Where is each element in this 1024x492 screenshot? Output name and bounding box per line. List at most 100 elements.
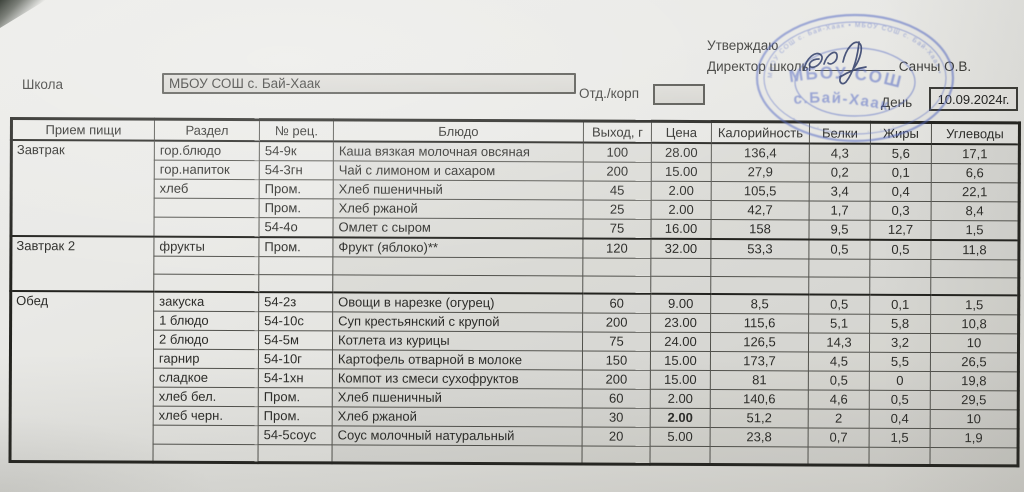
- table-cell: [331, 444, 583, 464]
- table-cell: [153, 425, 259, 445]
- table-cell: 0: [869, 371, 931, 391]
- table-cell: [807, 446, 870, 466]
- table-cell: Хлеб пшеничный: [332, 387, 583, 408]
- table-cell: гарнир: [153, 349, 259, 369]
- table-cell: [869, 276, 931, 296]
- table-cell: [152, 444, 259, 463]
- table-cell: 0,5: [808, 238, 870, 259]
- table-cell: [257, 444, 333, 463]
- table-cell: 5,6: [870, 143, 932, 164]
- table-cell: Каша вязкая молочная овсяная: [333, 140, 584, 162]
- table-cell: 1 блюдо: [153, 311, 259, 331]
- column-header: Цена: [651, 121, 712, 143]
- school-label: Школа: [22, 77, 64, 92]
- table-cell: 0,1: [869, 294, 931, 315]
- table-cell: 60: [582, 388, 651, 409]
- table-cell: [649, 446, 711, 465]
- table-cell: 9,5: [808, 219, 871, 240]
- table-cell: гор.блюдо: [154, 140, 260, 161]
- dept-box: [653, 84, 705, 105]
- table-cell: 150: [582, 351, 651, 371]
- table-cell: 60: [582, 293, 651, 314]
- table-cell: гор.напиток: [154, 159, 260, 180]
- table-cell: 15.00: [651, 161, 712, 182]
- table-cell: 5,1: [808, 313, 870, 334]
- table-cell: 2.00: [650, 389, 711, 409]
- table-cell: Фрукт (яблоко)**: [332, 236, 583, 258]
- table-cell: 8,5: [710, 294, 809, 314]
- approve-text: Утверждаю: [707, 38, 779, 53]
- table-cell: Пром.: [258, 236, 333, 257]
- table-cell: 115,6: [710, 313, 809, 333]
- table-cell: 54-10с: [258, 311, 333, 331]
- table-cell: [153, 216, 260, 237]
- table-cell: 0,4: [870, 181, 932, 202]
- table-cell: [332, 256, 583, 276]
- column-header: Углеводы: [931, 122, 1020, 144]
- table-cell: [650, 275, 711, 295]
- director-line: Директор школы Санчы О.В.: [707, 57, 971, 74]
- table-cell: Хлеб ржаной: [333, 198, 584, 219]
- table-cell: [258, 274, 333, 293]
- column-header: Жиры: [870, 122, 932, 144]
- table-cell: 0,4: [869, 409, 931, 429]
- table-cell: [581, 445, 651, 465]
- table-cell: 32.00: [650, 238, 711, 259]
- table-cell: 0,1: [870, 162, 932, 183]
- table-cell: 0,2: [809, 162, 871, 182]
- table-cell: [808, 276, 870, 295]
- school-name: МБОУ СОШ с. Бай-Хаак: [169, 76, 321, 91]
- table-cell: 54-10г: [258, 349, 333, 369]
- table-cell: 19,8: [930, 371, 1019, 391]
- table-cell: 3,4: [809, 181, 871, 201]
- table-cell: закуска: [153, 291, 259, 312]
- table-cell: [808, 258, 870, 277]
- table-cell: [154, 197, 260, 218]
- day-label: День: [881, 95, 913, 110]
- table-cell: [582, 275, 651, 294]
- table-cell: 1,9: [930, 428, 1019, 448]
- table-cell: 23.00: [650, 313, 711, 333]
- date-box: 10.09.2024г.: [929, 87, 1018, 111]
- table-cell: 1,5: [930, 295, 1019, 315]
- table-cell: 5,8: [869, 314, 931, 334]
- table-cell: 6,6: [931, 163, 1020, 183]
- table-cell: [868, 447, 931, 466]
- table-cell: Соус молочный натуральный: [332, 425, 583, 446]
- meal-cell: Завтрак 2: [10, 235, 154, 292]
- table-cell: 5.00: [650, 427, 711, 447]
- table-cell: фрукты: [153, 236, 259, 257]
- table-cell: 140,6: [710, 389, 809, 409]
- signature-underline: [815, 57, 896, 71]
- table-cell: Омлет с сыром: [332, 217, 584, 239]
- table-cell: 24.00: [650, 332, 711, 352]
- table-cell: 28.00: [651, 142, 712, 163]
- director-label: Директор школы: [707, 59, 812, 74]
- table-cell: 51,2: [710, 408, 809, 428]
- table-cell: 30: [582, 407, 651, 428]
- table-cell: 22,1: [931, 182, 1020, 202]
- table-cell: 200: [582, 313, 651, 333]
- table-cell: 9.00: [650, 293, 711, 314]
- table-cell: 11,8: [930, 239, 1019, 260]
- table-cell: 10,8: [930, 314, 1019, 334]
- column-header: Блюдо: [333, 119, 584, 143]
- table-cell: [709, 446, 809, 465]
- table-cell: 12,7: [869, 219, 932, 240]
- table-cell: 15.00: [650, 370, 711, 390]
- table-cell: 75: [582, 332, 651, 352]
- table-cell: 45: [583, 180, 652, 200]
- table-cell: хлеб: [154, 178, 260, 199]
- svg-text:с.Бай-Хаак: с.Бай-Хаак: [793, 90, 891, 115]
- table-cell: 0,7: [808, 427, 870, 448]
- table-cell: 105,5: [711, 181, 810, 201]
- table-cell: 10: [930, 333, 1019, 353]
- table-cell: 15.00: [650, 351, 711, 371]
- table-cell: [650, 257, 711, 277]
- table-cell: 1,7: [809, 200, 871, 220]
- table-cell: сладкое: [153, 368, 259, 388]
- table-cell: 53,3: [710, 238, 809, 259]
- table-cell: 42,7: [711, 200, 810, 220]
- column-header: Выход, г: [583, 121, 652, 143]
